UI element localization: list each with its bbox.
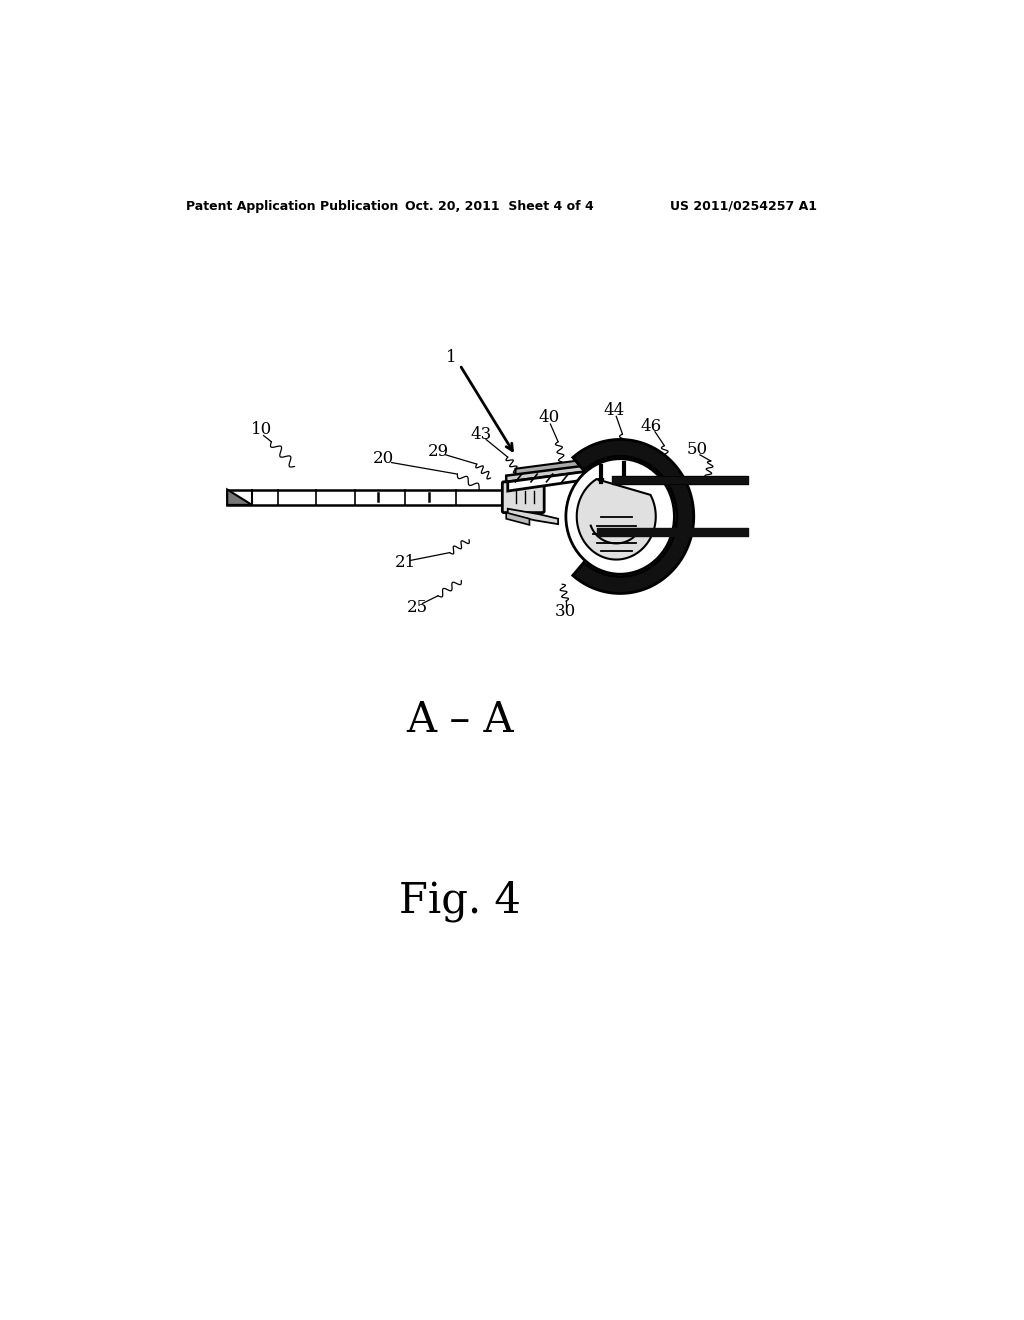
FancyBboxPatch shape — [503, 482, 544, 512]
Polygon shape — [508, 465, 636, 491]
Polygon shape — [515, 453, 640, 475]
Polygon shape — [506, 459, 640, 482]
Text: 44: 44 — [603, 401, 625, 418]
Ellipse shape — [566, 458, 675, 574]
Text: 25: 25 — [407, 599, 428, 616]
Polygon shape — [621, 478, 627, 482]
Polygon shape — [577, 479, 655, 560]
Text: 40: 40 — [539, 409, 559, 426]
Text: 29: 29 — [427, 442, 449, 459]
Polygon shape — [572, 440, 693, 594]
Text: 1: 1 — [445, 348, 457, 366]
Text: 24: 24 — [659, 541, 681, 558]
Text: A – A: A – A — [406, 700, 513, 742]
Text: US 2011/0254257 A1: US 2011/0254257 A1 — [671, 199, 817, 213]
Polygon shape — [506, 512, 529, 525]
Polygon shape — [598, 479, 604, 483]
Text: Patent Application Publication: Patent Application Publication — [186, 199, 398, 213]
Text: 30: 30 — [555, 603, 577, 619]
Polygon shape — [508, 508, 558, 524]
Text: 46: 46 — [641, 418, 662, 434]
Text: Fig. 4: Fig. 4 — [398, 880, 520, 923]
Text: 50: 50 — [687, 441, 709, 458]
Text: 43: 43 — [470, 425, 492, 442]
Text: 10: 10 — [251, 421, 272, 438]
Bar — [515, 492, 543, 503]
Bar — [227, 490, 515, 506]
Text: 20: 20 — [373, 450, 394, 467]
Text: 21: 21 — [395, 554, 416, 572]
Text: Oct. 20, 2011  Sheet 4 of 4: Oct. 20, 2011 Sheet 4 of 4 — [406, 199, 594, 213]
Polygon shape — [227, 490, 252, 506]
